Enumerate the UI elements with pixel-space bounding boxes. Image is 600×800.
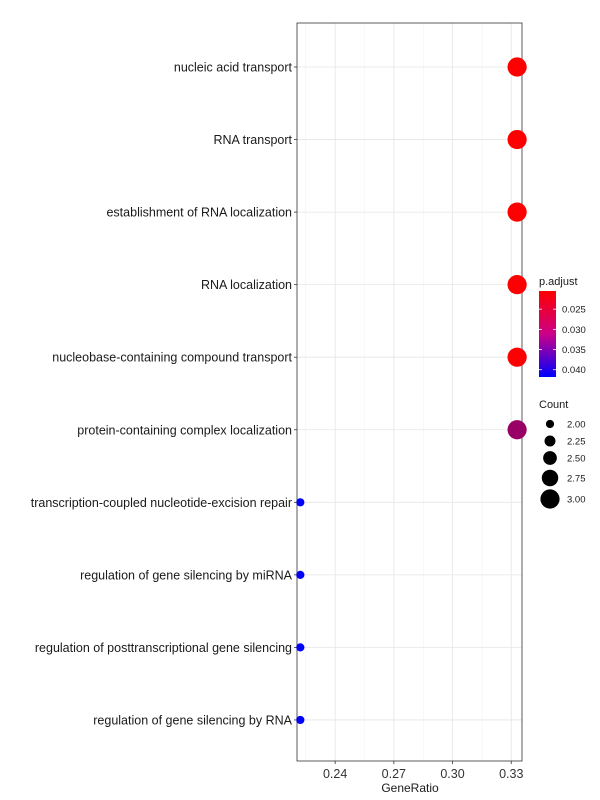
count-legend-label: 2.25 [567, 437, 586, 448]
p-adjust-legend-title: p.adjust [539, 276, 578, 288]
x-tick-label: 0.30 [440, 767, 464, 781]
y-category-label: nucleic acid transport [174, 61, 293, 75]
y-axis-labels: nucleic acid transport RNA transport estab… [31, 61, 297, 727]
count-legend-dot [543, 451, 557, 465]
y-category-label: regulation of gene silencing by miRNA [80, 568, 293, 582]
colorbar-label: 0.040 [562, 365, 586, 376]
grid-lines [297, 23, 522, 761]
count-legend-label: 2.50 [567, 454, 586, 465]
count-legend-dot [540, 489, 560, 509]
x-axis: 0.24 0.27 0.30 0.33 [323, 761, 523, 781]
x-tick-label: 0.33 [499, 767, 523, 781]
data-point [296, 498, 305, 507]
x-tick-label: 0.24 [323, 767, 347, 781]
data-point [507, 420, 527, 440]
count-legend-label: 2.00 [567, 420, 586, 431]
data-point [507, 202, 527, 222]
y-category-label: regulation of gene silencing by RNA [93, 713, 292, 727]
y-category-label: RNA localization [201, 278, 292, 292]
data-point [296, 570, 305, 579]
count-legend: Count 2.00 2.25 2.50 2.75 3.00 [539, 399, 586, 509]
p-adjust-legend: p.adjust 0.025 0.030 0.035 0.040 [539, 276, 586, 377]
y-category-label: establishment of RNA localization [106, 206, 292, 220]
y-category-label: nucleobase-containing compound transport [52, 351, 292, 365]
colorbar-label: 0.025 [562, 305, 586, 316]
y-category-label: protein-containing complex localization [77, 423, 292, 437]
x-axis-title: GeneRatio [381, 781, 439, 795]
count-legend-dot [541, 469, 559, 487]
colorbar-label: 0.030 [562, 325, 586, 336]
data-point [507, 129, 527, 150]
data-point [507, 57, 527, 77]
p-adjust-colorbar [539, 291, 556, 377]
x-tick-label: 0.27 [382, 767, 406, 781]
y-category-label: regulation of posttranscriptional gene s… [35, 641, 292, 655]
data-points [296, 57, 527, 725]
count-legend-dot [544, 435, 556, 447]
y-category-label: transcription-coupled nucleotide-excisio… [31, 496, 292, 510]
data-point [296, 715, 305, 725]
colorbar-label: 0.035 [562, 345, 586, 356]
plot-panel-border [296, 22, 523, 762]
data-point [296, 643, 305, 652]
count-legend-label: 2.75 [567, 474, 586, 485]
data-point [507, 347, 527, 367]
y-category-label: RNA transport [213, 133, 292, 147]
count-legend-dot [545, 419, 555, 429]
data-point [507, 275, 527, 295]
count-legend-title: Count [539, 399, 568, 411]
count-legend-label: 3.00 [567, 495, 586, 506]
